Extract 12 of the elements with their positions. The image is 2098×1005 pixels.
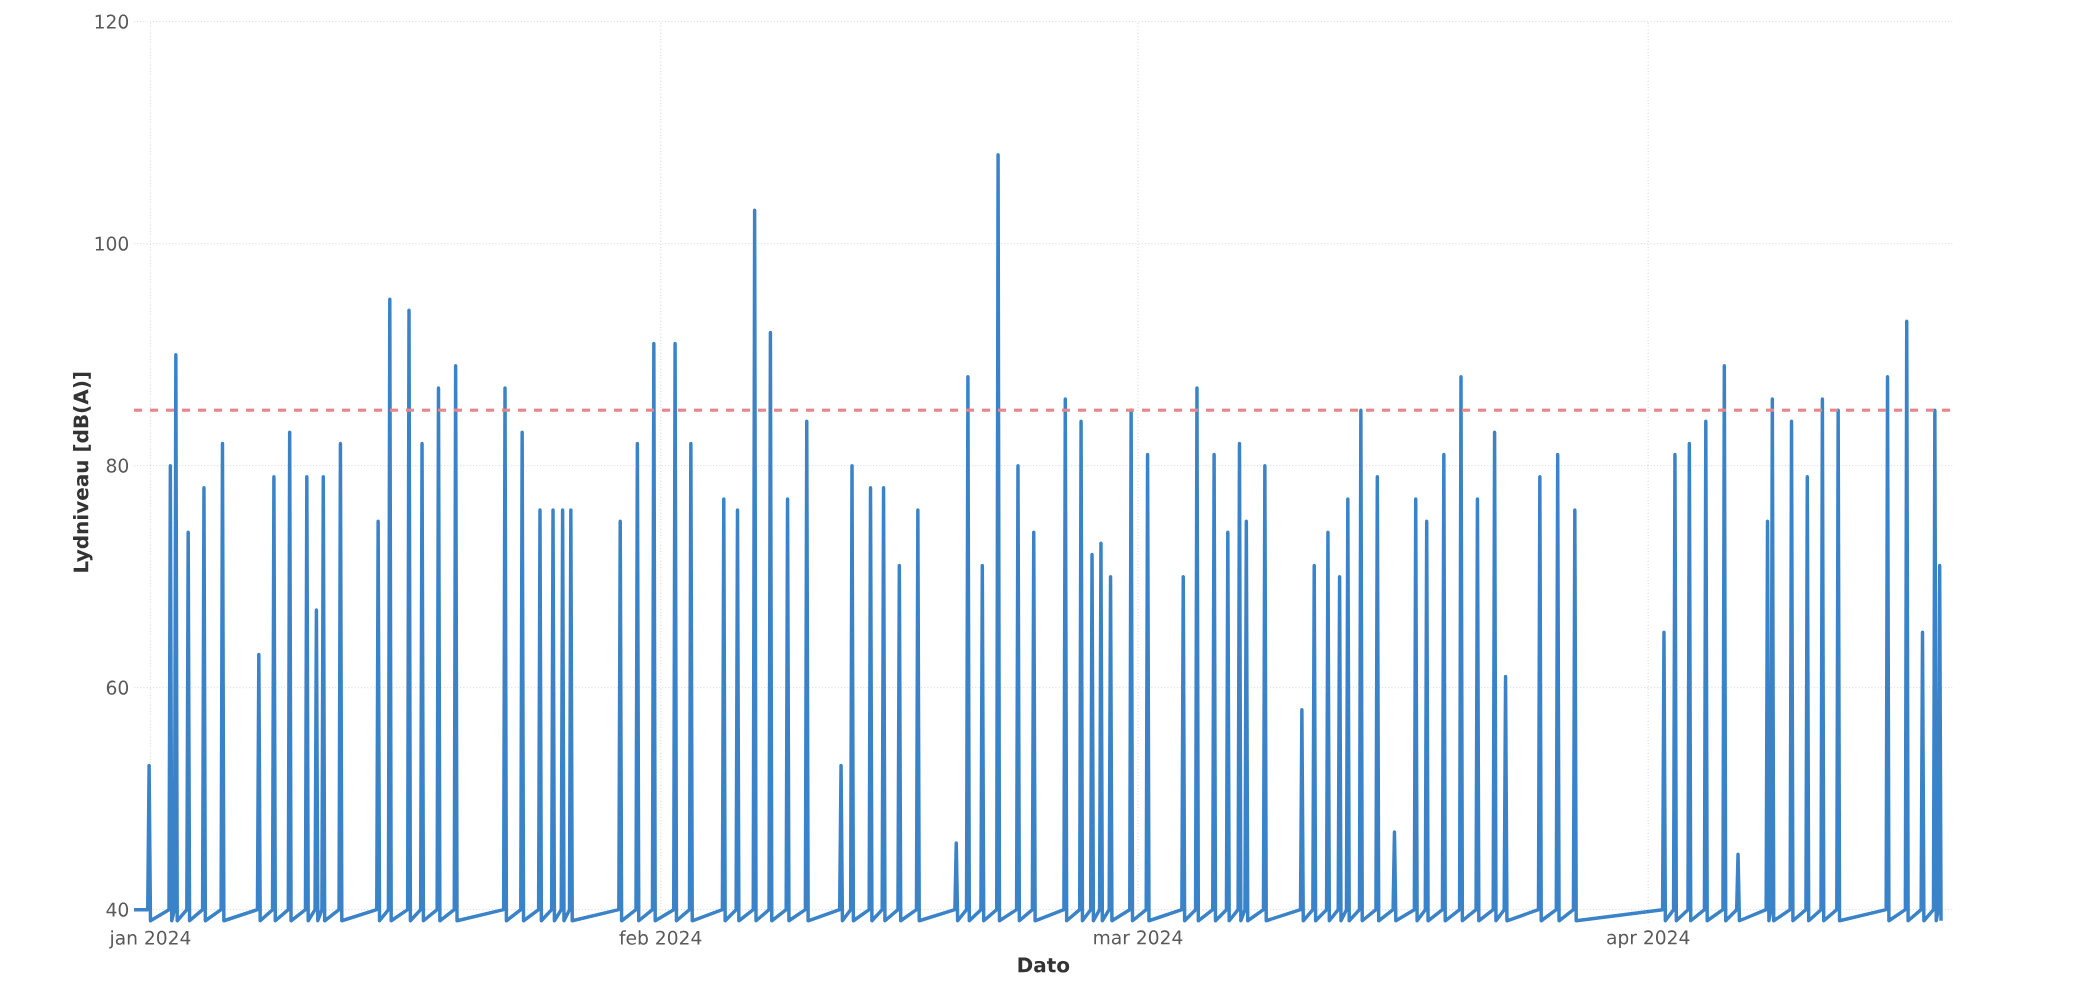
y-tick-label: 100 bbox=[95, 236, 129, 251]
x-tick-label: feb 2024 bbox=[619, 930, 702, 945]
x-tick-label: jan 2024 bbox=[109, 930, 191, 949]
line-series bbox=[134, 153, 1943, 923]
x-tick-label: apr 2024 bbox=[1607, 930, 1690, 949]
y-tick-label: 60 bbox=[106, 680, 129, 695]
y-axis-title: Lydniveau [dB(A)] bbox=[73, 372, 93, 572]
y-tick-label: 120 bbox=[95, 14, 129, 29]
y-tick-label: 40 bbox=[106, 902, 129, 917]
y-tick-label: 80 bbox=[106, 458, 129, 473]
x-tick-label: mar 2024 bbox=[1094, 930, 1183, 945]
x-axis-title: Dato bbox=[1018, 957, 1070, 973]
